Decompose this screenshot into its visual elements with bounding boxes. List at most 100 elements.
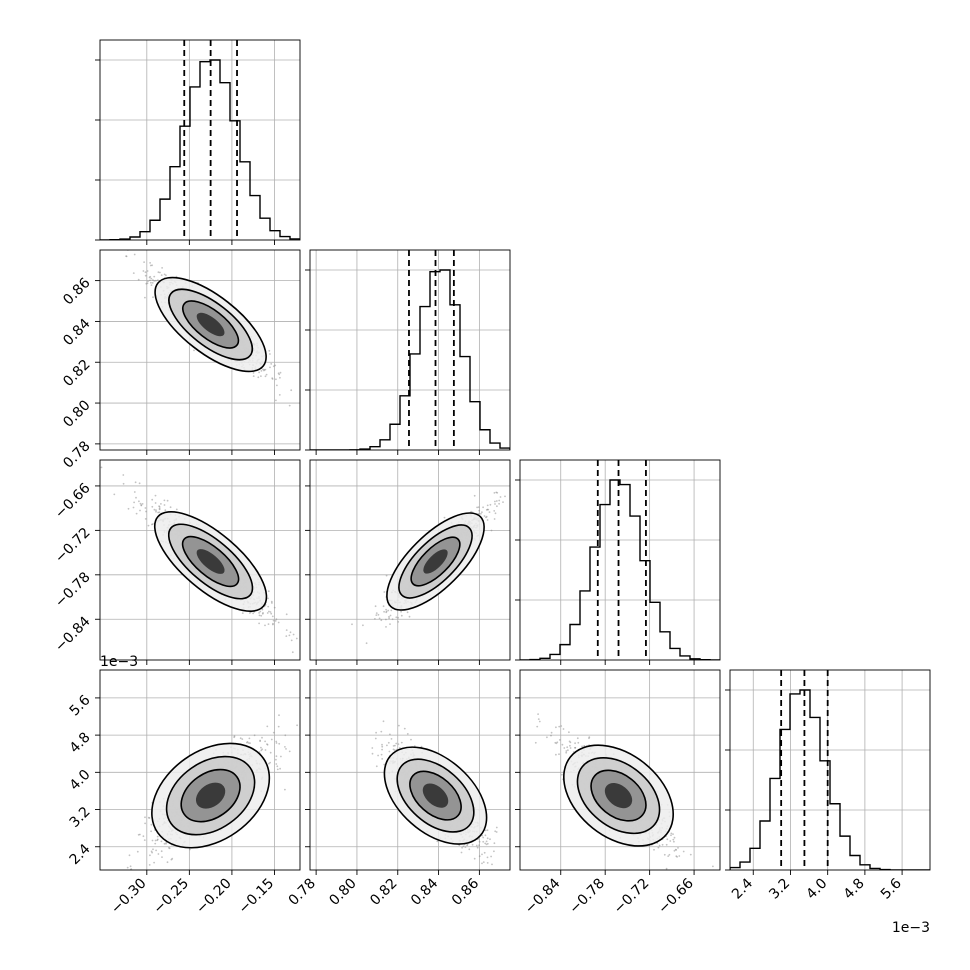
- scatter-point: [410, 738, 412, 741]
- scatter-point: [153, 861, 156, 864]
- scatter-point: [258, 622, 260, 625]
- scatter-point: [481, 862, 483, 865]
- scatter-point: [464, 846, 467, 848]
- scatter-point: [166, 499, 169, 502]
- scatter-point: [158, 511, 161, 514]
- scatter-point: [290, 389, 293, 392]
- scatter-point: [374, 737, 377, 740]
- scatter-point: [480, 512, 482, 515]
- scatter-point: [271, 602, 273, 604]
- scatter-point: [280, 755, 282, 758]
- scatter-point: [288, 634, 291, 637]
- scatter-point: [166, 861, 169, 864]
- scatter-point: [257, 376, 260, 379]
- scatter-point: [258, 612, 260, 614]
- scatter-point: [144, 296, 146, 299]
- scatter-point: [138, 482, 141, 485]
- scatter-point: [482, 506, 484, 509]
- scatter-point: [478, 509, 481, 512]
- panel-content: [100, 460, 300, 660]
- panel-frame: [309, 249, 511, 451]
- scatter-point: [151, 505, 154, 508]
- scatter-panel-p2-p3: [305, 459, 511, 665]
- scatter-point: [169, 506, 172, 509]
- scatter-point: [471, 843, 474, 846]
- scatter-point: [151, 282, 154, 284]
- scatter-point: [262, 612, 264, 614]
- scatter-point: [558, 739, 561, 741]
- scatter-point: [665, 843, 668, 846]
- scatter-point: [391, 618, 394, 621]
- scatter-point: [485, 515, 488, 518]
- scatter-point: [266, 612, 269, 614]
- scatter-point: [491, 863, 493, 866]
- scatter-point: [689, 853, 692, 856]
- scatter-point: [487, 508, 490, 511]
- scatter-point: [260, 746, 262, 749]
- scatter-point: [249, 742, 251, 744]
- scatter-point: [163, 504, 166, 506]
- y-tick-label: 0.80: [60, 397, 93, 430]
- x-tick-label: −0.30: [108, 876, 150, 918]
- scatter-point: [576, 737, 579, 740]
- scatter-point: [269, 761, 271, 764]
- scatter-point: [138, 500, 140, 503]
- scatter-point: [365, 642, 368, 645]
- scatter-point: [382, 720, 385, 723]
- scatter-point: [482, 836, 485, 839]
- scatter-point: [493, 842, 496, 845]
- scatter-point: [476, 846, 479, 849]
- histogram-panel-p3: [515, 459, 721, 665]
- scatter-point: [268, 349, 271, 352]
- scatter-point: [267, 623, 270, 625]
- scatter-point: [380, 753, 383, 756]
- scatter-point: [485, 840, 488, 843]
- scatter-point: [484, 829, 487, 832]
- scatter-point: [241, 738, 244, 740]
- scatter-point: [546, 736, 548, 739]
- scatter-point: [476, 506, 478, 509]
- scatter-point: [268, 762, 270, 765]
- scatter-point: [288, 404, 291, 407]
- scatter-point: [271, 378, 274, 380]
- scatter-point: [151, 839, 154, 842]
- scatter-point: [495, 491, 498, 494]
- scatter-point: [380, 619, 383, 622]
- histogram-step: [520, 479, 720, 660]
- scatter-point: [149, 279, 151, 282]
- scatter-point: [247, 742, 250, 744]
- scatter-point: [495, 826, 498, 829]
- scatter-point: [137, 833, 140, 836]
- scatter-point: [388, 750, 391, 753]
- scatter-point: [273, 606, 276, 609]
- scatter-point: [484, 834, 487, 837]
- scatter-point: [275, 740, 278, 743]
- scatter-point: [150, 823, 153, 826]
- scatter-point: [239, 737, 242, 740]
- scatter-point: [389, 733, 391, 736]
- scatter-point: [381, 758, 384, 760]
- y-tick-label: 0.84: [60, 316, 93, 349]
- y-tick-label: −0.78: [52, 569, 94, 611]
- y-tick-label: 0.78: [60, 438, 93, 471]
- scatter-point: [160, 274, 163, 276]
- scatter-point: [493, 518, 496, 520]
- scatter-point: [494, 500, 496, 503]
- scatter-point: [267, 590, 270, 593]
- scatter-point: [164, 509, 167, 512]
- scatter-point: [267, 605, 270, 608]
- scatter-point: [395, 742, 398, 745]
- panel-content: [310, 460, 510, 660]
- scatter-point: [275, 742, 278, 744]
- scatter-point: [498, 499, 501, 502]
- scatter-point: [127, 507, 130, 510]
- scatter-point: [473, 494, 476, 497]
- scatter-point: [268, 610, 270, 613]
- scatter-point: [382, 605, 385, 608]
- scatter-point: [141, 503, 144, 505]
- scatter-point: [161, 267, 164, 269]
- scatter-point: [252, 372, 255, 374]
- scatter-point: [296, 724, 298, 727]
- panel-content: [100, 40, 300, 240]
